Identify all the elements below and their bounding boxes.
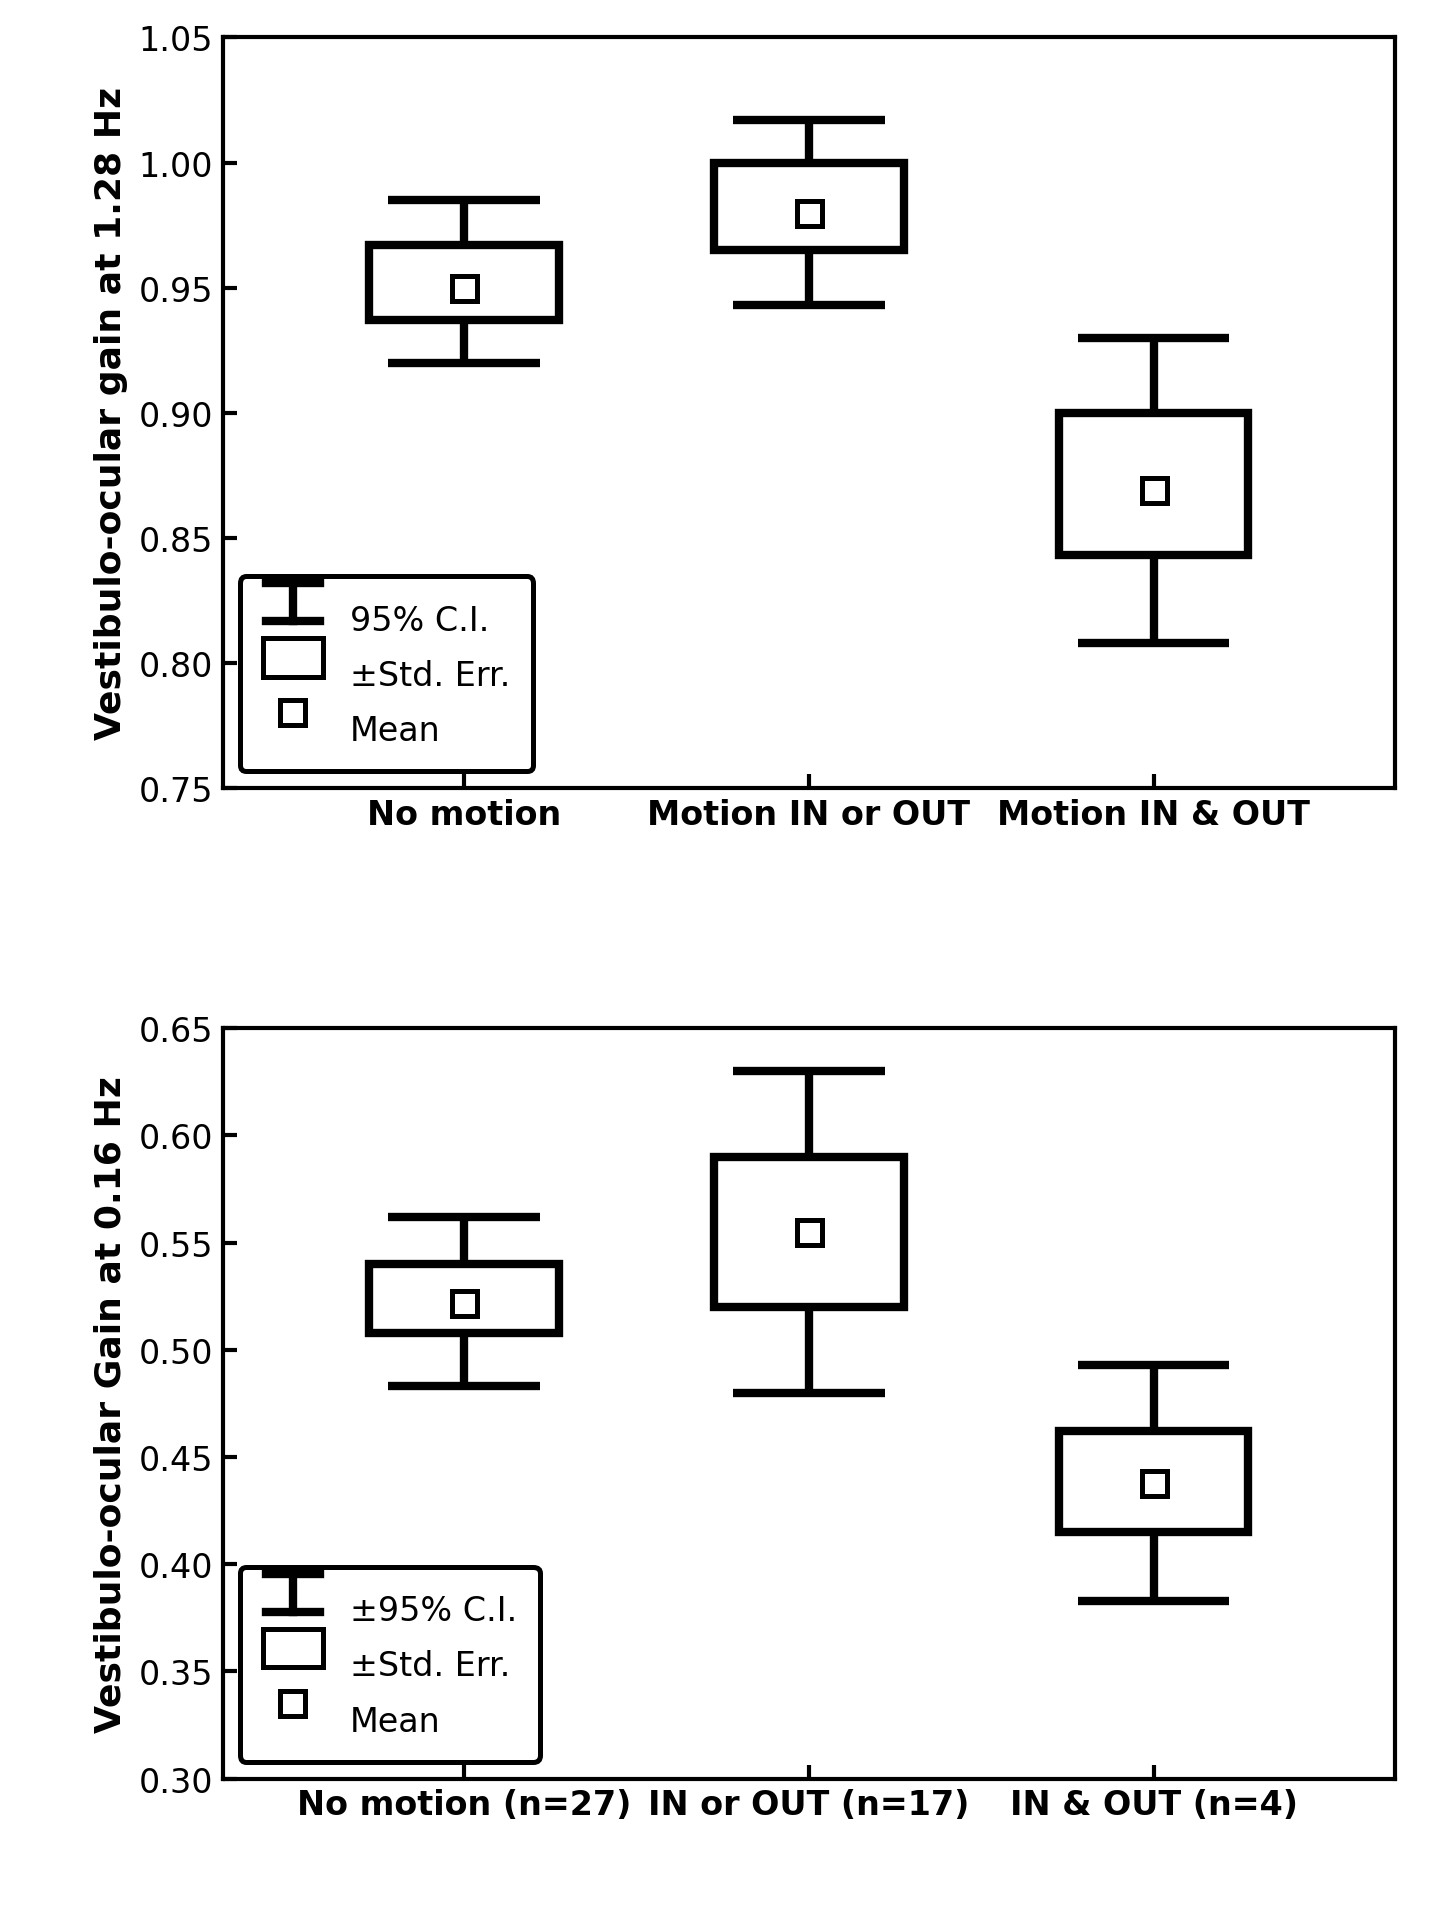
Bar xyxy=(1058,413,1248,556)
Bar xyxy=(370,246,559,321)
Legend: ±95% C.I., ±Std. Err., Mean: ±95% C.I., ±Std. Err., Mean xyxy=(240,1567,541,1761)
Legend: 95% C.I., ±Std. Err., Mean: 95% C.I., ±Std. Err., Mean xyxy=(240,577,533,771)
Bar xyxy=(1058,1431,1248,1533)
Y-axis label: Vestibulo-ocular Gain at 0.16 Hz: Vestibulo-ocular Gain at 0.16 Hz xyxy=(93,1075,128,1733)
Bar xyxy=(370,1265,559,1333)
Y-axis label: Vestibulo-ocular gain at 1.28 Hz: Vestibulo-ocular gain at 1.28 Hz xyxy=(93,87,128,740)
Bar xyxy=(715,1158,903,1308)
Bar xyxy=(715,163,903,252)
